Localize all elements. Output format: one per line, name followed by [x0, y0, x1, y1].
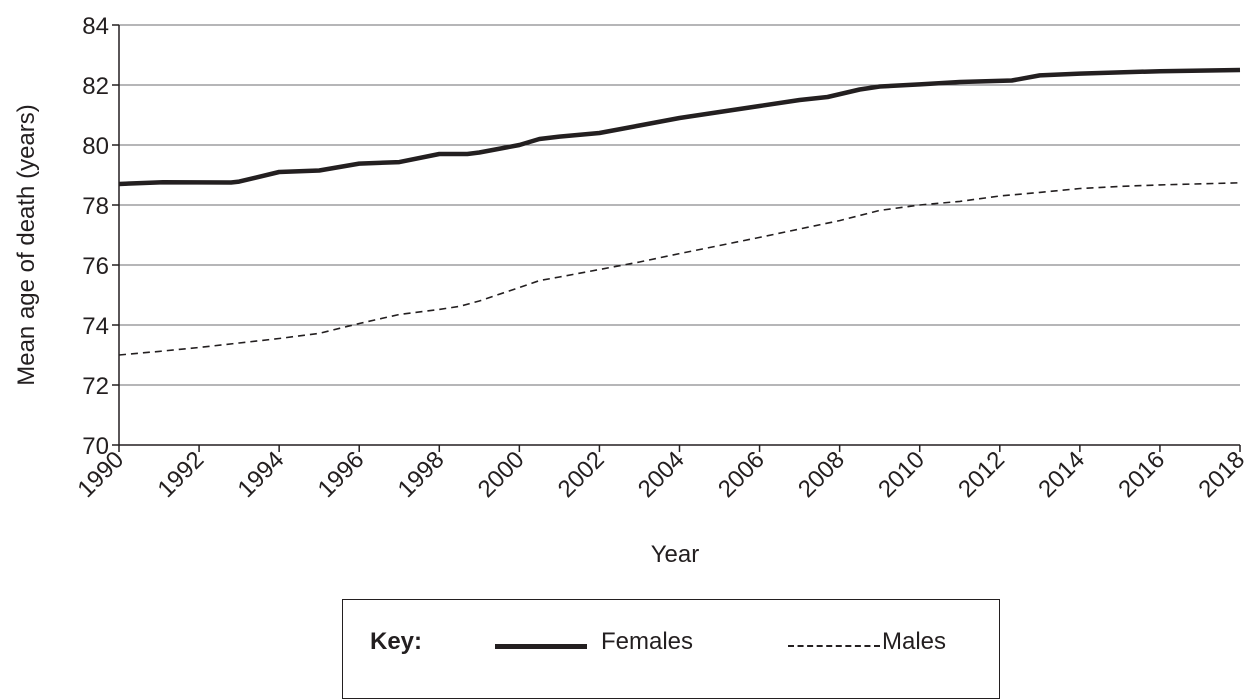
line-chart: 70 72 74 76 78 80 82 84 1990 1992 1994 1996 1998 200…: [13, 13, 1250, 568]
gridlines: [119, 24, 1240, 386]
x-tick-label: 1994: [233, 446, 290, 503]
x-tick-label: 2012: [953, 446, 1010, 503]
legend-label-males: Males: [882, 628, 947, 655]
x-axis-ticks: 1990 1992 1994 1996 1998 2000 2002 2004 2006 2008…: [72, 445, 1250, 503]
x-tick-label: 2002: [553, 446, 610, 503]
x-tick-label: 2000: [473, 446, 530, 503]
y-tick-label: 76: [82, 253, 109, 280]
x-tick-label: 1992: [152, 446, 209, 503]
y-tick-label: 80: [82, 133, 109, 160]
x-tick-label: 2010: [873, 446, 930, 503]
y-tick-label: 78: [82, 193, 109, 220]
x-tick-label: 2018: [1193, 446, 1250, 503]
legend-title: Key:: [370, 628, 423, 655]
y-tick-label: 74: [82, 313, 109, 340]
x-tick-label: 2008: [793, 446, 850, 503]
axes: [118, 25, 1240, 446]
y-axis-label: Mean age of death (years): [13, 104, 40, 386]
y-tick-label: 70: [82, 433, 109, 460]
legend-label-females: Females: [601, 628, 694, 655]
y-axis-ticks: 70 72 74 76 78 80 82 84: [82, 13, 119, 460]
legend-swatch-females: [495, 644, 587, 649]
series-lines: [118, 67, 1241, 356]
x-tick-label: 2006: [713, 446, 770, 503]
x-tick-label: 2004: [633, 446, 690, 503]
y-tick-label: 72: [82, 373, 109, 400]
series-line-females: [118, 67, 1241, 187]
x-tick-label: 1998: [393, 446, 450, 503]
x-tick-label: 1990: [72, 446, 129, 503]
legend-swatch-males: [788, 645, 880, 647]
y-tick-label: 84: [82, 13, 109, 40]
x-tick-label: 2014: [1033, 446, 1090, 503]
y-tick-label: 82: [82, 73, 109, 100]
x-tick-label: 1996: [313, 446, 370, 503]
legend: Key: Females Males: [342, 599, 1000, 699]
x-axis-label: Year: [651, 541, 700, 568]
series-line-males: [118, 182, 1241, 356]
x-tick-label: 2016: [1113, 446, 1170, 503]
